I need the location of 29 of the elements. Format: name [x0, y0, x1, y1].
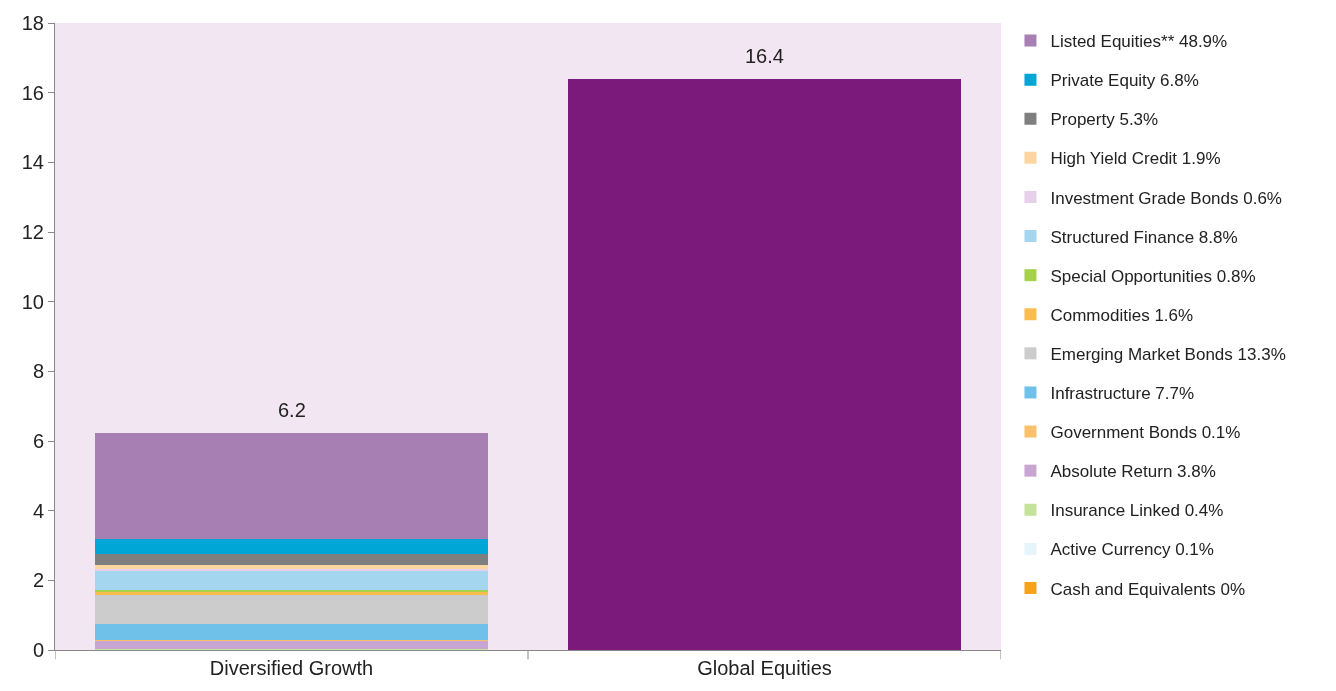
y-tick-label: 6	[32, 430, 44, 452]
y-tick-label: 18	[21, 12, 44, 34]
legend-label: Insurance Linked 0.4%	[1050, 501, 1224, 521]
legend-label: High Yield Credit 1.9%	[1050, 149, 1221, 169]
legend-label: Listed Equities** 48.9%	[1050, 32, 1228, 52]
legend-label: Investment Grade Bonds 0.6%	[1050, 188, 1282, 208]
legend-label: Private Equity 6.8%	[1050, 71, 1199, 91]
legend-label: Government Bonds 0.1%	[1050, 423, 1241, 443]
x-tick-label: Diversified Growth	[209, 657, 374, 679]
legend-label: Infrastructure 7.7%	[1050, 384, 1195, 404]
y-tick-label: 4	[32, 499, 44, 522]
y-tick-label: 10	[21, 290, 44, 313]
legend-label: Structured Finance 8.8%	[1050, 227, 1238, 247]
legend-label: Active Currency 0.1%	[1050, 540, 1214, 560]
total-label: 16.4	[745, 45, 784, 67]
y-tick-label: 2	[32, 569, 44, 592]
legend-label: Emerging Market Bonds 13.3%	[1050, 344, 1286, 364]
y-tick-label: 14	[21, 151, 44, 174]
y-tick-label: 0	[32, 639, 44, 661]
legend-label: Property 5.3%	[1050, 110, 1159, 130]
legend-label: Special Opportunities 0.8%	[1050, 266, 1256, 286]
legend-label: Absolute Return 3.8%	[1050, 462, 1216, 482]
legend-label: Cash and Equivalents 0%	[1050, 579, 1246, 599]
x-tick-label: Global Equities	[697, 657, 832, 679]
legend-label: Commodities 1.6%	[1050, 305, 1194, 325]
y-tick-label: 16	[21, 81, 44, 104]
y-tick-label: 8	[32, 360, 44, 383]
y-tick-label: 12	[21, 221, 44, 243]
total-label: 6.2	[278, 399, 306, 421]
